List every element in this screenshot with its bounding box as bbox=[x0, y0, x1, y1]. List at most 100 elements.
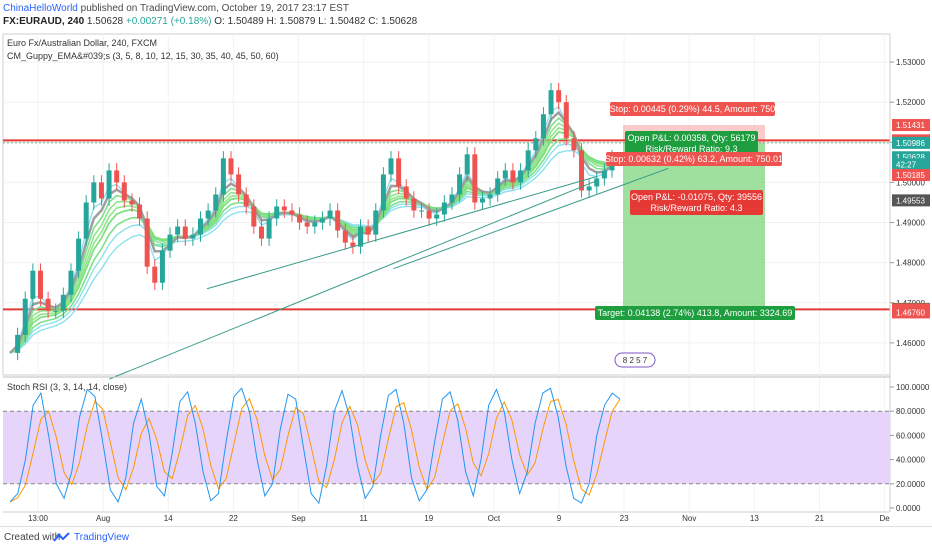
short-position-label[interactable] bbox=[630, 190, 763, 215]
price-tag bbox=[892, 158, 930, 171]
candle bbox=[540, 114, 546, 139]
candle bbox=[418, 210, 424, 212]
candle bbox=[91, 182, 97, 203]
price-tag-label: 1.46760 bbox=[896, 308, 925, 317]
candle bbox=[457, 174, 463, 195]
price-tick-label: 1.52000 bbox=[896, 98, 925, 107]
chart-canvas[interactable]: 13:00 Aug 14 22 Sep 11 19 Oct 9 23 Nov 13 21 De Stop: … bbox=[0, 30, 932, 526]
long-position-label-text: Open P&L: 0.00358, Qty: 56179 bbox=[627, 133, 755, 143]
price-tick-label: 1.46000 bbox=[896, 339, 925, 348]
candle bbox=[533, 138, 539, 151]
candle bbox=[258, 226, 264, 239]
candle bbox=[175, 226, 181, 235]
candle bbox=[327, 210, 333, 219]
x-tick-label: 14 bbox=[164, 514, 173, 523]
candle bbox=[205, 210, 211, 219]
candle bbox=[479, 198, 485, 203]
candle bbox=[502, 170, 508, 179]
candle bbox=[137, 204, 143, 219]
candle bbox=[213, 194, 219, 211]
candle bbox=[571, 138, 577, 151]
trendline[interactable] bbox=[206, 175, 598, 290]
price-tag-label: 1.51431 bbox=[896, 121, 925, 130]
author-link[interactable]: ChinaHelloWorld bbox=[3, 3, 78, 14]
price-tick-label: 1.50000 bbox=[896, 178, 925, 187]
publish-info: published on TradingView.com, October 19… bbox=[80, 3, 349, 14]
price-tag-label: 1.50628 bbox=[896, 153, 925, 162]
candle bbox=[243, 194, 249, 207]
long-position-label-text: Risk/Reward Ratio: 9.3 bbox=[645, 144, 737, 154]
candle bbox=[388, 158, 394, 175]
indicator-legend: CM_Guppy_EMA&#039;s (3, 5, 8, 10, 12, 15… bbox=[7, 51, 279, 61]
candle bbox=[198, 218, 204, 235]
price-tag bbox=[892, 169, 930, 182]
price-tag bbox=[892, 194, 930, 207]
x-tick-label: Nov bbox=[682, 514, 696, 523]
candle bbox=[15, 334, 21, 353]
candle bbox=[464, 154, 470, 175]
candle bbox=[358, 226, 364, 247]
trendline[interactable] bbox=[109, 179, 598, 380]
osc-tick-label: 20.0000 bbox=[896, 480, 925, 489]
candle bbox=[495, 178, 501, 195]
candle bbox=[236, 174, 242, 195]
candle bbox=[342, 230, 348, 243]
candle bbox=[579, 150, 585, 191]
x-tick-label: 21 bbox=[815, 514, 824, 523]
candle bbox=[594, 178, 600, 187]
target-zone[interactable] bbox=[623, 142, 765, 309]
candle bbox=[68, 270, 74, 295]
candle bbox=[76, 238, 82, 271]
price-tag bbox=[892, 306, 930, 319]
osc-tick-label: 80.0000 bbox=[896, 407, 925, 416]
candle bbox=[98, 182, 104, 199]
candle bbox=[335, 210, 341, 231]
candle bbox=[152, 266, 158, 283]
candle bbox=[441, 202, 447, 215]
x-tick-label: 19 bbox=[424, 514, 433, 523]
x-tick-label: 13 bbox=[750, 514, 759, 523]
candle bbox=[45, 298, 51, 311]
stoch-band-fill bbox=[3, 411, 890, 484]
footer: Created with TradingView bbox=[0, 526, 932, 551]
candle bbox=[106, 170, 112, 199]
candle bbox=[449, 194, 455, 203]
tradingview-brand[interactable]: TradingView bbox=[74, 532, 130, 543]
candle bbox=[37, 270, 43, 299]
stop-label[interactable] bbox=[610, 102, 775, 116]
short-position-label-text: Open P&L: -0.01075, Qty: 39556 bbox=[631, 192, 762, 202]
candle bbox=[403, 186, 409, 199]
candle bbox=[525, 150, 531, 171]
candle bbox=[129, 200, 135, 205]
candle bbox=[274, 206, 280, 219]
price-tag-label: 42:27 bbox=[896, 160, 917, 169]
candle bbox=[373, 210, 379, 235]
candle bbox=[159, 250, 165, 283]
symbol-line: FX:EURAUD, 240 1.50628 +0.00271 (+0.18%)… bbox=[3, 16, 417, 27]
target-label[interactable] bbox=[595, 306, 795, 320]
publish-line: ChinaHelloWorld published on TradingView… bbox=[3, 3, 349, 14]
short-stop-label[interactable] bbox=[606, 152, 782, 166]
candle bbox=[251, 206, 257, 227]
price-tick-label: 1.49000 bbox=[896, 219, 925, 228]
candle bbox=[434, 214, 440, 219]
long-position-label[interactable] bbox=[625, 131, 758, 156]
osc-tick-label: 40.0000 bbox=[896, 456, 925, 465]
annotation-bubble[interactable] bbox=[614, 352, 656, 368]
stoch-d-line bbox=[9, 397, 621, 503]
trendline[interactable] bbox=[393, 167, 669, 270]
candle bbox=[510, 170, 516, 183]
osc-tick-label: 60.0000 bbox=[896, 431, 925, 440]
candle bbox=[426, 210, 432, 219]
x-tick-label: 9 bbox=[557, 514, 562, 523]
x-tick-label: 23 bbox=[620, 514, 629, 523]
guppy-slow-ema-line bbox=[9, 138, 613, 354]
ohlc-values: O: 1.50489 H: 1.50879 L: 1.50482 C: 1.50… bbox=[214, 16, 418, 27]
candle bbox=[487, 194, 493, 199]
symbol-label: FX:EURAUD, 240 bbox=[3, 16, 85, 27]
x-tick-label: Oct bbox=[488, 514, 501, 523]
price-tag bbox=[892, 136, 930, 149]
candle bbox=[319, 218, 325, 223]
target-label-text: Target: 0.04138 (2.74%) 413.8, Amount: 3… bbox=[598, 308, 793, 318]
price-tag bbox=[892, 119, 930, 132]
